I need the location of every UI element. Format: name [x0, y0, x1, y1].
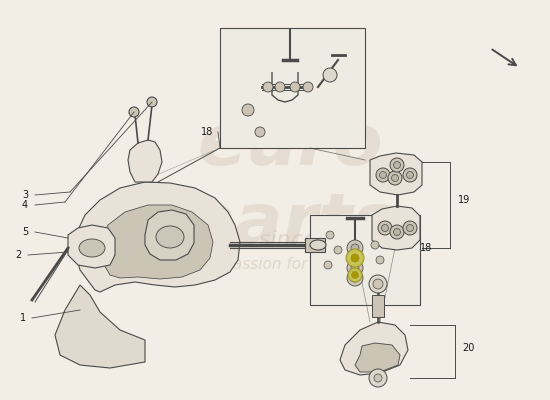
Text: 1: 1: [20, 313, 26, 323]
Circle shape: [390, 158, 404, 172]
Circle shape: [376, 168, 390, 182]
Polygon shape: [340, 322, 408, 375]
Polygon shape: [128, 140, 162, 182]
Circle shape: [388, 171, 402, 185]
Text: 18: 18: [420, 243, 432, 253]
Circle shape: [406, 172, 414, 178]
Polygon shape: [68, 225, 115, 268]
Circle shape: [347, 250, 363, 266]
Circle shape: [347, 240, 363, 256]
Circle shape: [403, 221, 417, 235]
Circle shape: [347, 260, 363, 276]
Circle shape: [392, 174, 399, 182]
Circle shape: [351, 244, 359, 252]
Circle shape: [303, 82, 313, 92]
Circle shape: [351, 254, 359, 262]
Bar: [305, 238, 325, 252]
Circle shape: [323, 68, 337, 82]
Polygon shape: [75, 182, 240, 292]
Circle shape: [382, 224, 388, 232]
Polygon shape: [370, 153, 422, 195]
Text: 18: 18: [201, 127, 213, 137]
Circle shape: [348, 268, 362, 282]
Bar: [220, 28, 365, 148]
Ellipse shape: [79, 239, 105, 257]
Text: euro
parts: euro parts: [183, 111, 397, 260]
Circle shape: [242, 104, 254, 116]
Polygon shape: [145, 210, 194, 260]
Circle shape: [379, 172, 387, 178]
Ellipse shape: [310, 240, 326, 250]
Circle shape: [369, 275, 387, 293]
Circle shape: [371, 241, 379, 249]
Text: 19: 19: [458, 195, 470, 205]
Circle shape: [324, 261, 332, 269]
Circle shape: [393, 228, 400, 236]
Circle shape: [406, 224, 414, 232]
Polygon shape: [100, 205, 213, 279]
Circle shape: [369, 369, 387, 387]
Polygon shape: [372, 206, 420, 250]
Circle shape: [255, 127, 265, 137]
Polygon shape: [355, 343, 400, 372]
Circle shape: [351, 272, 359, 278]
Circle shape: [347, 270, 363, 286]
Circle shape: [129, 107, 139, 117]
Polygon shape: [55, 285, 145, 368]
Text: 20: 20: [462, 343, 474, 353]
Circle shape: [373, 279, 383, 289]
Text: 5: 5: [22, 227, 28, 237]
Circle shape: [290, 82, 300, 92]
Circle shape: [326, 231, 334, 239]
Text: a passion for parts: a passion for parts: [209, 258, 351, 272]
Text: 4: 4: [22, 200, 28, 210]
Circle shape: [263, 82, 273, 92]
Circle shape: [378, 221, 392, 235]
Circle shape: [374, 374, 382, 382]
Circle shape: [346, 249, 364, 267]
Bar: [372, 295, 384, 317]
Circle shape: [390, 225, 404, 239]
Circle shape: [403, 168, 417, 182]
Circle shape: [147, 97, 157, 107]
Circle shape: [275, 82, 285, 92]
Circle shape: [393, 162, 400, 168]
Text: 2: 2: [16, 250, 22, 260]
Circle shape: [334, 246, 342, 254]
Ellipse shape: [156, 226, 184, 248]
Circle shape: [351, 254, 359, 262]
Circle shape: [351, 264, 359, 272]
Text: since 1985: since 1985: [259, 230, 381, 250]
Circle shape: [376, 256, 384, 264]
Bar: [310, 215, 420, 305]
Text: 3: 3: [22, 190, 28, 200]
Circle shape: [351, 274, 359, 282]
